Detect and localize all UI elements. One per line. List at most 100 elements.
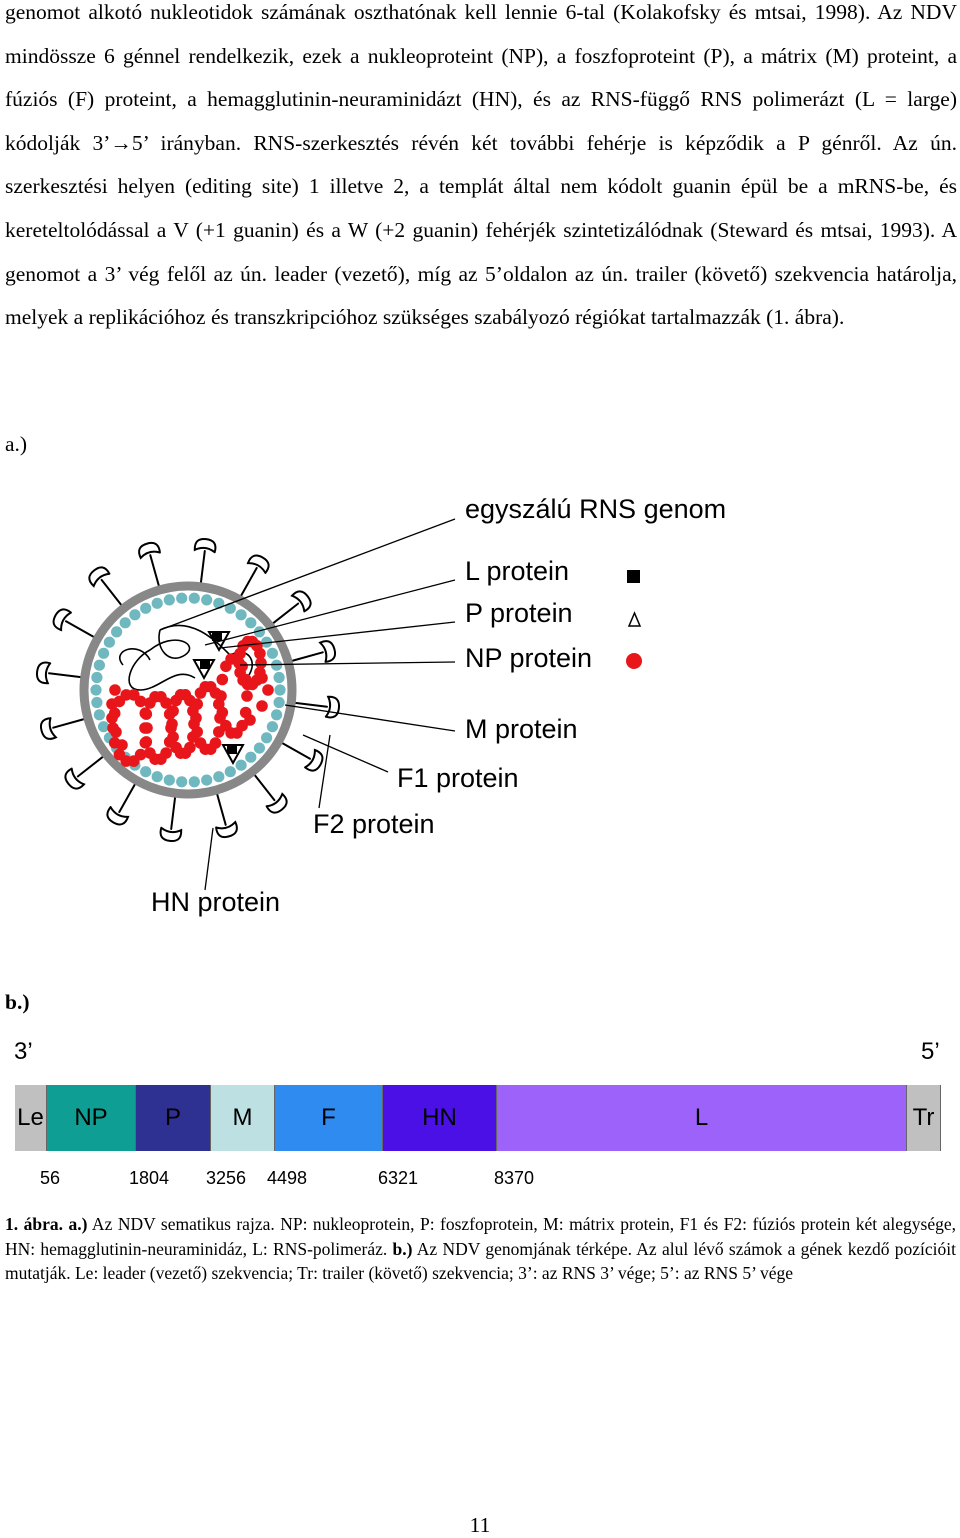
- m-protein-dot: [253, 626, 265, 638]
- m-protein-dot: [201, 774, 213, 786]
- np-protein-dot: [241, 690, 253, 702]
- m-protein-dot: [140, 766, 152, 778]
- m-protein-dot: [163, 594, 175, 606]
- hn-spike-head: [318, 640, 337, 663]
- hn-spike-stalk: [52, 718, 85, 729]
- m-protein-dot: [274, 684, 286, 696]
- hn-spike-head: [106, 806, 130, 826]
- np-protein-dot: [254, 647, 266, 660]
- m-protein-dot: [271, 709, 283, 721]
- hn-spike-head: [35, 661, 52, 685]
- m-protein-dot: [93, 709, 105, 721]
- np-protein-dot: [244, 714, 256, 726]
- hn-spike-stalk: [48, 672, 82, 679]
- hn-spike-stalk: [294, 701, 328, 708]
- hn-spike-stalk: [118, 783, 136, 813]
- genome-segment-f: F: [275, 1085, 383, 1151]
- np-protein-coil: [106, 635, 274, 767]
- m-protein-dot: [235, 759, 247, 771]
- genome-segment-tr: Tr: [907, 1085, 941, 1151]
- genome-segment-np: NP: [47, 1085, 136, 1151]
- m-protein-dot: [188, 776, 200, 788]
- m-protein-dot: [213, 597, 225, 609]
- ndv-virion-diagram: [35, 518, 642, 891]
- label-l-protein: L protein: [465, 556, 570, 586]
- np-protein-dot: [110, 726, 122, 738]
- np-protein-dot: [216, 673, 229, 686]
- hn-spike-head: [324, 695, 341, 719]
- paragraph-text: genomot alkotó nukleotidok számának oszt…: [5, 0, 957, 330]
- np-protein-dot: [191, 726, 203, 738]
- m-protein-dot: [151, 597, 163, 609]
- gene-start-position: 6321: [378, 1168, 419, 1188]
- l-protein-square: [212, 631, 222, 641]
- hn-spike-head: [290, 590, 312, 613]
- l-protein-markers: [200, 631, 237, 754]
- hn-spike-stalk: [100, 578, 123, 606]
- genome-segment-m: M: [211, 1085, 275, 1151]
- m-protein-dot: [163, 774, 175, 786]
- l-protein-square: [200, 659, 210, 669]
- np-protein-dot: [167, 705, 179, 717]
- m-protein-dot: [91, 696, 103, 709]
- hn-spike-head: [64, 767, 86, 790]
- np-protein-dot: [106, 698, 118, 710]
- hn-spike-stalk: [272, 602, 300, 625]
- m-protein-dot: [140, 602, 152, 614]
- hn-spike-stalk: [199, 550, 206, 584]
- hn-spike-head: [265, 792, 288, 814]
- m-protein-dot: [213, 771, 225, 783]
- m-protein-dot: [245, 751, 257, 763]
- np-protein-dot: [109, 684, 121, 696]
- m-protein-dot: [129, 609, 141, 621]
- np-protein-dot: [233, 657, 245, 669]
- np-protein-dot: [139, 722, 151, 734]
- m-protein-dot: [188, 592, 200, 604]
- hn-spike-stalk: [76, 755, 104, 778]
- hn-spike-head: [193, 537, 217, 554]
- genome-segment-hn: HN: [383, 1085, 497, 1151]
- genome-5-end-label: 5’: [921, 1038, 940, 1065]
- hn-spike-stalk: [240, 567, 258, 597]
- hn-spike-head: [246, 554, 270, 574]
- leader-line-p: [219, 621, 456, 649]
- leader-line-hn: [204, 827, 214, 891]
- caption-fig-number: 1. ábra.: [5, 1214, 63, 1234]
- caption-a-mark: a.): [68, 1214, 88, 1234]
- hn-spike-stalk: [216, 793, 227, 826]
- np-protein-dot: [140, 736, 153, 748]
- m-protein-dot: [224, 602, 236, 614]
- body-paragraph: genomot alkotó nukleotidok számának oszt…: [5, 0, 957, 340]
- m-protein-dot: [90, 684, 102, 696]
- leader-line-np: [239, 661, 456, 666]
- p-protein-triangle: [192, 659, 216, 681]
- np-protein-dot: [262, 684, 274, 696]
- m-protein-dot: [245, 617, 257, 629]
- genome-map-bar: Le NP P M F HN L Tr: [15, 1085, 941, 1151]
- leader-line-f2: [318, 734, 331, 809]
- label-np-protein: NP protein: [465, 643, 593, 673]
- caption-b-text: Az NDV genomjának térképe. Az alul lévő …: [5, 1238, 956, 1284]
- hn-spike-stalk: [291, 651, 324, 662]
- label-rna-genome: egyszálú RNS genom: [465, 494, 727, 524]
- m-protein-dot: [176, 592, 188, 604]
- m-protein-dot: [176, 776, 188, 788]
- legend-l-square-icon: [627, 570, 640, 583]
- genome-segment-p: P: [136, 1085, 211, 1151]
- label-m-protein: M protein: [465, 714, 578, 744]
- gene-start-position: 1804: [129, 1168, 170, 1188]
- np-protein-dot: [170, 741, 182, 754]
- label-leader-lines: [159, 518, 456, 891]
- p-protein-markers: [192, 631, 245, 766]
- np-protein-dot: [116, 739, 128, 751]
- m-protein-dot: [253, 742, 265, 754]
- label-hn-protein: HN protein: [151, 887, 281, 917]
- m-protein-dot: [91, 671, 103, 684]
- leader-line-f1: [302, 734, 389, 773]
- genome-segment-le: Le: [15, 1085, 47, 1151]
- m-protein-dot: [103, 636, 115, 648]
- gene-start-position: 56: [40, 1168, 61, 1188]
- m-protein-dot: [266, 647, 278, 659]
- np-protein-dot: [256, 700, 268, 712]
- l-protein-square: [227, 744, 237, 754]
